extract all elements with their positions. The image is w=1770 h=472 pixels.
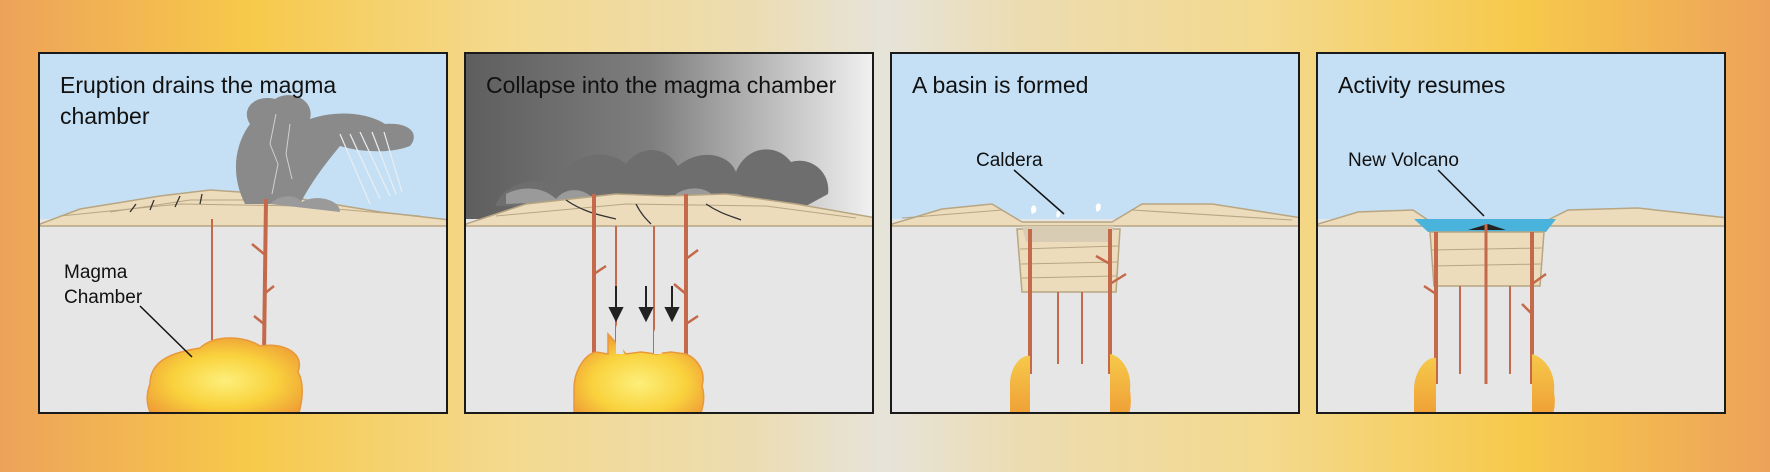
panel-basin-illustration [892, 54, 1298, 412]
new-volcano-label: New Volcano [1348, 150, 1459, 171]
panel-basin: A basin is formed Caldera [890, 52, 1300, 414]
panel-collapse-illustration [466, 54, 872, 412]
panel-collapse-title: Collapse into the magma chamber [486, 72, 837, 98]
panel-activity-title: Activity resumes [1338, 72, 1506, 98]
panel-eruption-illustration [40, 54, 446, 412]
panel-activity-resumes: Activity resumes New Volcano [1316, 52, 1726, 414]
magma-chamber-label: Magma Chamber [64, 262, 143, 308]
panel-activity-illustration [1318, 54, 1724, 412]
panel-basin-title: A basin is formed [912, 72, 1089, 98]
caldera-label: Caldera [976, 150, 1043, 171]
panel-eruption: Eruption drains the magma chamber Magma … [38, 52, 448, 414]
panel-collapse: Collapse into the magma chamber [464, 52, 874, 414]
panel-eruption-title: Eruption drains the magma chamber [60, 72, 337, 129]
